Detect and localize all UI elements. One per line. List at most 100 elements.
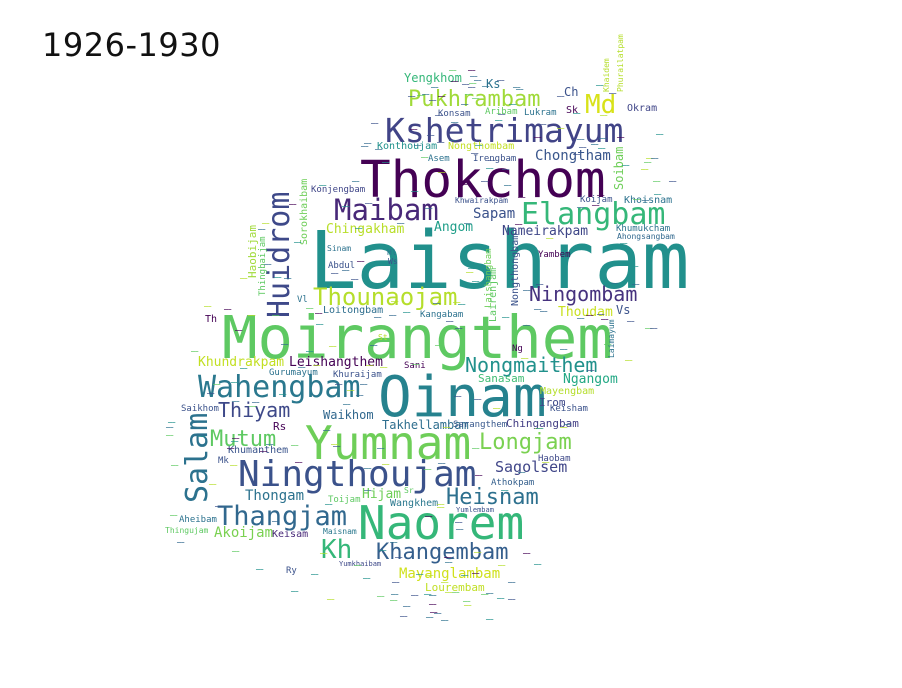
word: Hl xyxy=(387,248,397,257)
filler-mark: ━━━ xyxy=(342,204,350,209)
filler-mark: ━━━ xyxy=(382,462,390,467)
filler-mark: ━━━ xyxy=(421,155,429,160)
filler-mark: ━━━ xyxy=(560,347,568,352)
filler-mark: ━━━ xyxy=(422,92,430,97)
filler-mark: ━━━ xyxy=(513,85,521,90)
filler-mark: ━━━ xyxy=(497,78,505,83)
word: Sapam xyxy=(473,206,516,222)
word: Wahengbam xyxy=(198,370,361,405)
filler-mark: ━━━ xyxy=(501,488,509,493)
filler-mark: ━━━ xyxy=(475,143,483,148)
filler-mark: ━━━ xyxy=(311,572,319,577)
word: Lairenjam xyxy=(488,267,499,322)
filler-mark: ━━━ xyxy=(342,268,350,273)
word: Laimayum xyxy=(607,319,616,358)
word: Ngangom xyxy=(563,372,618,387)
filler-mark: ━━━ xyxy=(390,598,398,603)
filler-mark: ━━━ xyxy=(475,473,483,478)
word: Thangjam xyxy=(217,501,348,532)
filler-mark: ━━━ xyxy=(426,615,434,620)
filler-mark: ━━━ xyxy=(540,309,548,314)
filler-mark: ━━━ xyxy=(262,221,270,226)
filler-mark: ━━━ xyxy=(651,156,659,161)
word: Ningthoujam xyxy=(238,454,477,495)
filler-mark: ━━━ xyxy=(633,197,641,202)
word: Keisam xyxy=(272,529,309,540)
word: Koijam xyxy=(580,195,613,205)
filler-mark: ━━━ xyxy=(354,563,362,568)
filler-mark: ━━━ xyxy=(382,160,390,165)
word: Kangabam xyxy=(420,310,464,320)
word: Sagolsem xyxy=(495,458,568,476)
filler-mark: ━━━ xyxy=(472,279,480,284)
filler-mark: ━━━ xyxy=(232,399,240,404)
filler-mark: ━━━ xyxy=(313,363,321,368)
filler-mark: ━━━ xyxy=(447,556,455,561)
word: Elangbam xyxy=(521,197,666,232)
filler-mark: ━━━ xyxy=(654,192,662,197)
word: Akoijam xyxy=(214,525,274,541)
filler-mark: ━━━ xyxy=(204,304,212,309)
filler-mark: ━━━ xyxy=(573,152,581,157)
word: Irom xyxy=(539,396,566,409)
filler-mark: ━━━ xyxy=(597,193,605,198)
filler-mark: ━━━ xyxy=(166,433,174,438)
filler-mark: ━━━ xyxy=(298,365,306,370)
filler-mark: ━━━ xyxy=(316,322,324,327)
filler-mark: ━━━ xyxy=(425,206,433,211)
word: Ch xyxy=(564,85,579,99)
filler-mark: ━━━ xyxy=(365,201,373,206)
word: Konthoujam xyxy=(377,141,438,152)
word: Athokpam xyxy=(491,478,535,488)
filler-mark: ━━━ xyxy=(168,420,176,425)
filler-mark: ━━━ xyxy=(335,382,343,387)
word: Sanasam xyxy=(478,372,525,385)
word: Heisnam xyxy=(446,485,539,510)
filler-mark: ━━━ xyxy=(502,167,510,172)
figure-title: 1926-1930 xyxy=(42,26,221,64)
word: Haobijam xyxy=(246,225,259,278)
word: Lourembam xyxy=(425,581,485,594)
word: Soibam xyxy=(612,146,626,190)
filler-mark: ━━━ xyxy=(573,111,581,116)
filler-mark: ━━━ xyxy=(438,170,446,175)
filler-mark: ━━━ xyxy=(431,85,439,90)
filler-mark: ━━━ xyxy=(320,551,328,556)
filler-mark: ━━━ xyxy=(333,444,341,449)
word: Khoisnam xyxy=(624,195,673,206)
filler-mark: ━━━ xyxy=(535,426,543,431)
filler-mark: ━━━ xyxy=(458,302,466,307)
filler-mark: ━━━ xyxy=(472,446,480,451)
word: Nongthombam xyxy=(448,141,515,152)
word: Gurumayum xyxy=(269,368,318,378)
filler-mark: ━━━ xyxy=(215,504,223,509)
word: Ws xyxy=(388,257,398,266)
filler-mark: ━━━ xyxy=(240,276,248,281)
filler-mark: ━━━ xyxy=(424,467,432,472)
filler-mark: ━━━ xyxy=(471,151,479,156)
filler-mark: ━━━ xyxy=(554,364,562,369)
filler-mark: ━━━ xyxy=(557,126,565,131)
filler-mark: ━━━ xyxy=(642,198,650,203)
word: Khumanthem xyxy=(228,445,289,456)
filler-mark: ━━━ xyxy=(586,313,594,318)
word: Ks xyxy=(486,77,501,91)
filler-mark: ━━━ xyxy=(347,388,355,393)
word: Nongthongbam xyxy=(510,233,521,306)
filler-mark: ━━━ xyxy=(437,140,445,145)
filler-mark: ━━━ xyxy=(653,179,661,184)
filler-mark: ━━━ xyxy=(391,592,399,597)
word: Lukram xyxy=(524,108,557,118)
filler-mark: ━━━ xyxy=(264,262,272,267)
filler-mark: ━━━ xyxy=(248,313,256,318)
filler-mark: ━━━ xyxy=(207,391,215,396)
filler-mark: ━━━ xyxy=(370,343,378,348)
word: Haobam xyxy=(538,454,571,464)
filler-mark: ━━━ xyxy=(579,145,587,150)
filler-mark: ━━━ xyxy=(416,572,424,577)
filler-mark: ━━━ xyxy=(600,113,608,118)
word: Md xyxy=(585,90,617,120)
word: Salam xyxy=(180,412,215,503)
word: Hijam xyxy=(362,487,402,502)
